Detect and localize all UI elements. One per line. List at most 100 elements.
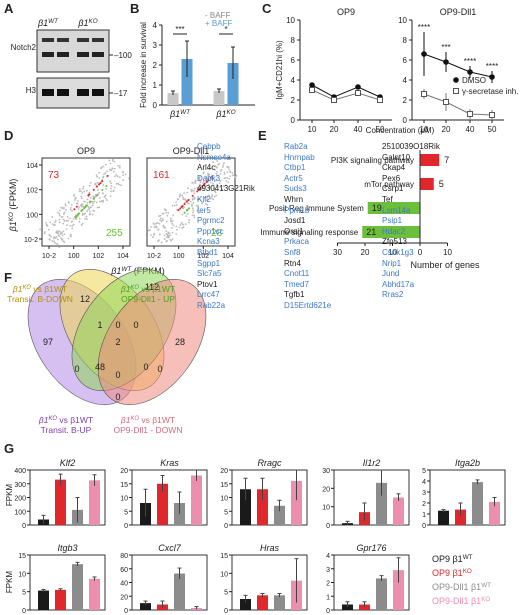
y-tick-label: 102	[26, 188, 38, 195]
gene-point	[58, 212, 61, 215]
x-tick-label: 30	[333, 248, 342, 257]
gene-point	[161, 218, 164, 220]
gene-point	[152, 236, 154, 238]
gene-point	[85, 215, 88, 218]
gene-point	[118, 176, 121, 179]
gene-point	[153, 232, 155, 235]
gene-name: Actr5	[284, 173, 303, 183]
gene-point	[55, 231, 57, 234]
y-tick-label: 0	[22, 608, 26, 615]
gene-point	[79, 204, 82, 207]
gene-point	[102, 165, 105, 168]
gene-point	[54, 221, 57, 224]
gene-point	[157, 239, 160, 242]
point	[355, 84, 361, 90]
gene-point	[166, 239, 169, 242]
y-tick-label: 1	[422, 512, 426, 519]
gene-name: Dapk3	[197, 173, 221, 183]
up-gene-point	[181, 205, 184, 208]
band-h3	[77, 89, 89, 96]
y-tick-label: 10	[220, 571, 228, 578]
plot-frame	[131, 554, 208, 611]
gene-point	[78, 220, 81, 223]
gene-point	[51, 240, 54, 243]
gene-point	[199, 175, 201, 178]
x-tick-label: 104	[222, 253, 234, 260]
y-tick-label: 5	[224, 590, 228, 597]
bar-0	[420, 154, 440, 166]
gene-point	[98, 206, 101, 209]
gene-name: Hnrnpab	[284, 152, 315, 162]
bar-2	[367, 202, 420, 214]
gene-point	[193, 198, 196, 200]
gene-point	[158, 215, 160, 217]
y-tick-label: 4	[422, 479, 426, 486]
gene-point	[161, 212, 164, 215]
chart-title: OP9-Dll1	[440, 7, 477, 17]
x-tick-label: 20	[330, 125, 339, 134]
y-tick-label: 40	[120, 581, 128, 588]
gene-point	[71, 227, 74, 230]
gene-point	[205, 178, 207, 181]
up-gene-point	[201, 185, 204, 188]
gene-point	[176, 228, 178, 231]
gene-name: Josd1	[284, 216, 306, 226]
gene-name: Cebpb	[197, 142, 221, 151]
gene-point	[160, 220, 163, 222]
significance-mark: ****	[464, 57, 476, 66]
x-tick-label: 102	[197, 253, 209, 260]
x-axis-label: Concentration (μM)	[366, 126, 435, 135]
gene-point	[61, 234, 64, 237]
gene-point	[57, 238, 59, 241]
gene-point	[197, 205, 200, 208]
bar	[72, 564, 83, 610]
y-tick-label: 5	[22, 590, 26, 597]
venn-label-tb-down-comparison: β1KO vs β1WT	[12, 284, 67, 294]
y-tick-label: 8	[403, 36, 408, 45]
gene-point	[214, 189, 217, 192]
gene-name: Ckap4	[382, 163, 406, 173]
y-axis-label: IgM+CD21hi (%)	[275, 40, 284, 100]
y-tick-label: 2	[403, 96, 408, 105]
gene-point	[218, 182, 221, 185]
gene-point	[169, 234, 171, 237]
gene-point	[225, 184, 227, 187]
y-tick-label: 10	[398, 16, 407, 25]
gene-point	[152, 222, 155, 225]
gene-point	[116, 175, 119, 178]
gene-point	[229, 171, 232, 174]
gene-point	[158, 233, 161, 236]
gene-point	[216, 174, 219, 177]
gene-name: Arl4c	[197, 163, 216, 173]
gene-point	[47, 228, 50, 231]
gene-point	[165, 211, 168, 214]
gene-point	[188, 202, 190, 205]
point	[489, 112, 495, 118]
up-gene-point	[187, 198, 190, 201]
gene-point	[64, 203, 67, 205]
gene-point	[122, 171, 124, 174]
gene-point	[175, 233, 178, 236]
gene-point	[176, 198, 179, 200]
point	[467, 69, 473, 75]
y-tick-label: 0	[291, 116, 296, 125]
gene-point	[109, 187, 112, 190]
gene-point	[193, 190, 195, 192]
gene-point	[213, 180, 216, 183]
gene-name: Ppp1cc	[197, 226, 224, 236]
gene-point	[226, 176, 228, 179]
blot-notch2	[36, 29, 110, 73]
gene-point	[170, 219, 172, 222]
gene-point	[78, 217, 81, 220]
gene-point	[87, 206, 90, 208]
y-tick-label: 3	[326, 567, 330, 574]
gene-name: Orai1	[284, 226, 304, 236]
gene-point	[103, 173, 105, 176]
gene-point	[219, 186, 222, 188]
gene-point	[105, 170, 108, 173]
gene-point	[99, 196, 101, 199]
gene-point	[71, 220, 74, 223]
gene-point	[58, 221, 61, 224]
gene-point	[167, 211, 170, 214]
gene-point	[58, 230, 60, 233]
